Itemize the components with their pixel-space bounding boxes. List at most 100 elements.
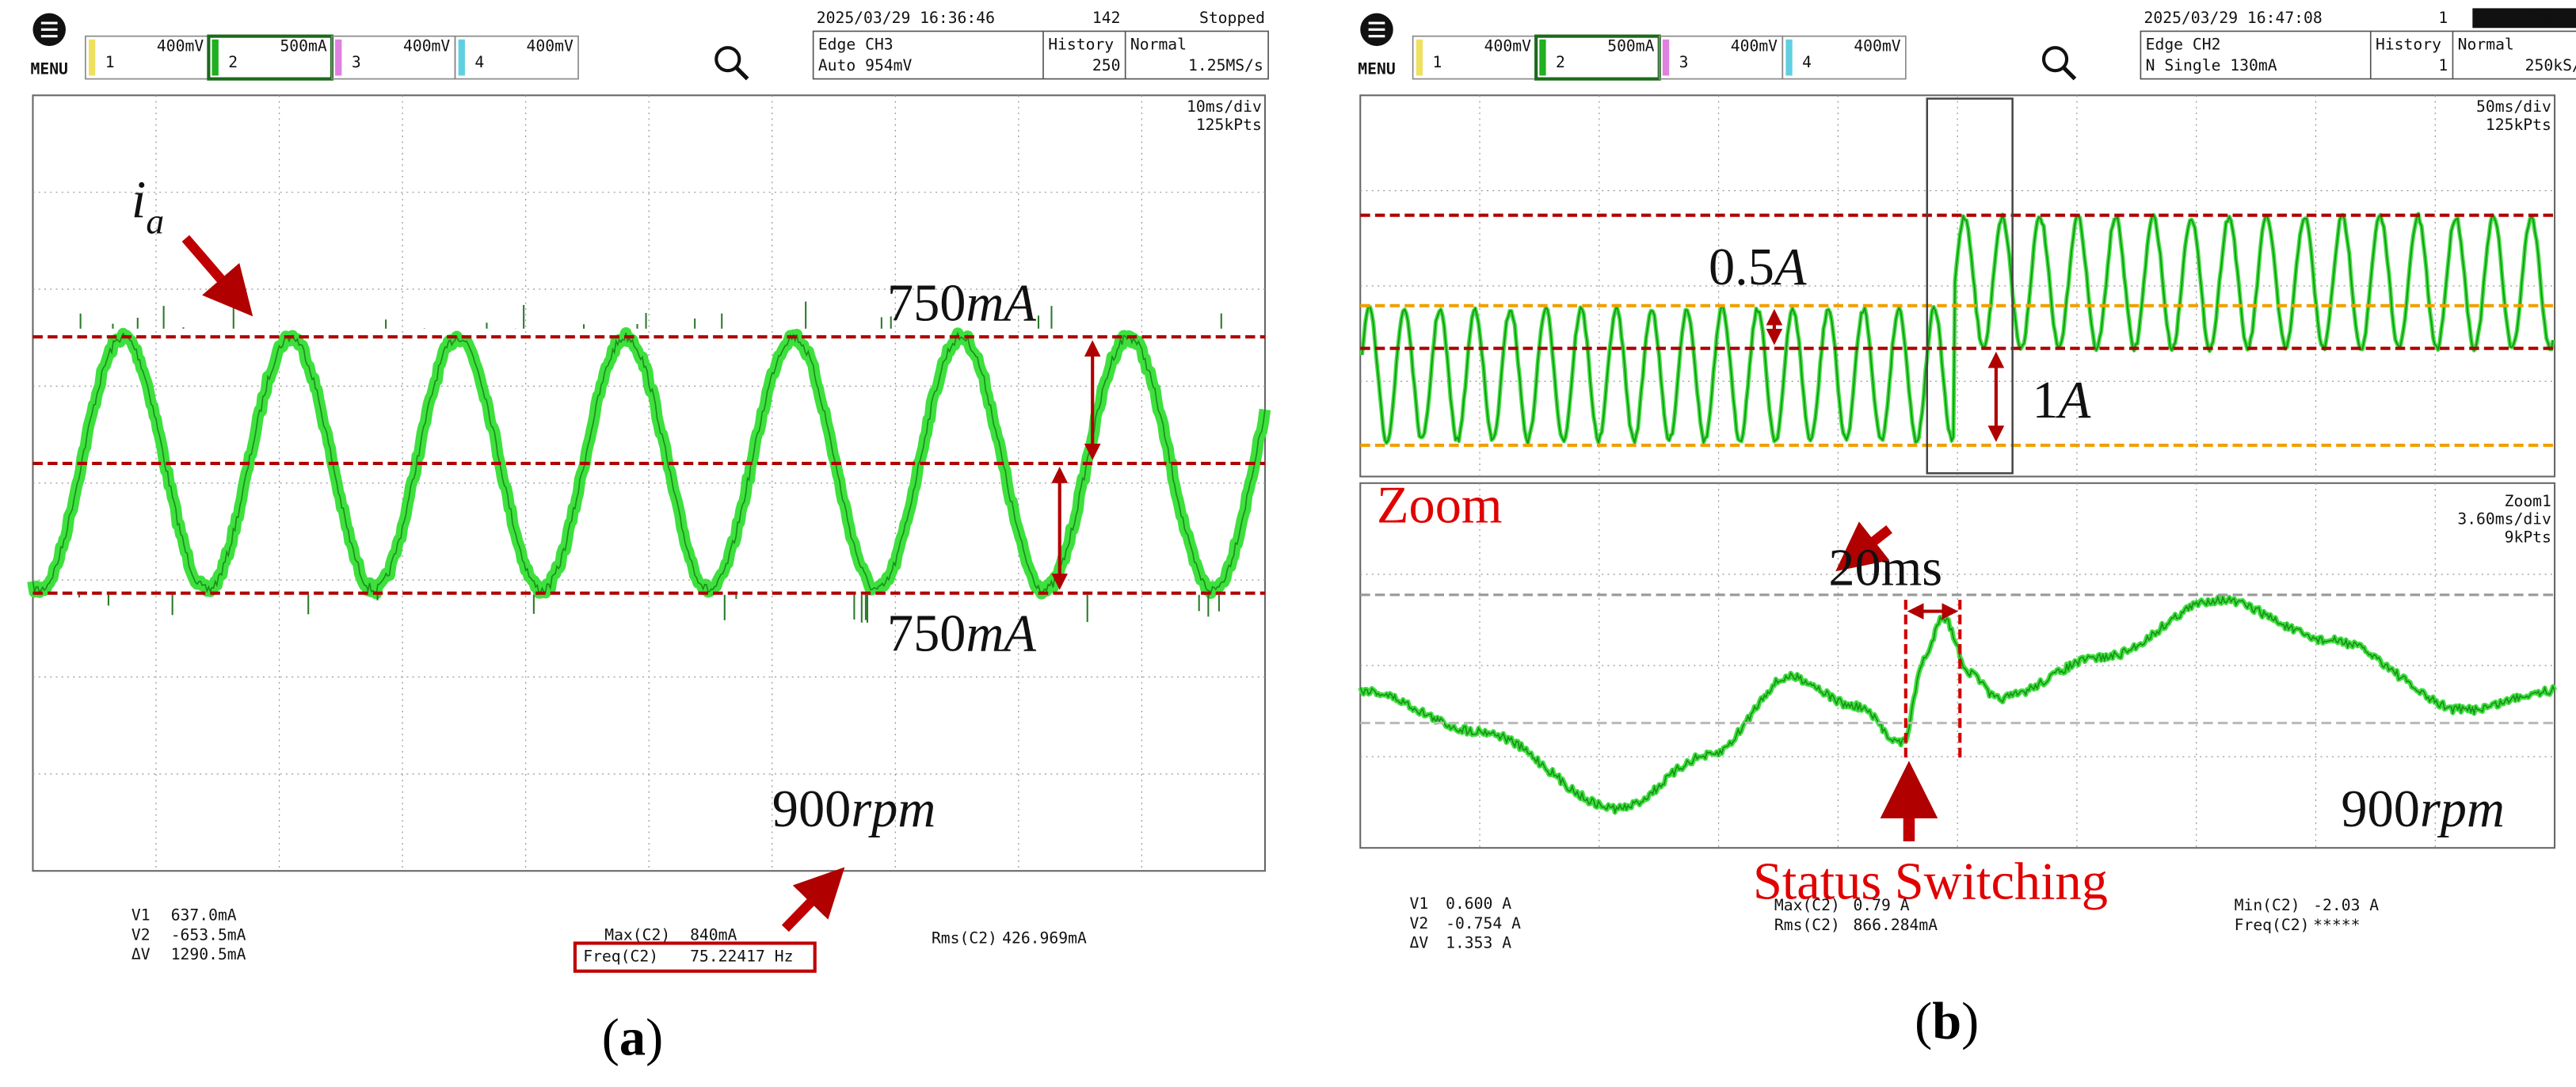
points: 125kPts [1196, 116, 1262, 134]
channel-scale: 400mV [157, 36, 204, 55]
history-label: History [2376, 35, 2441, 53]
number: 900 [2341, 780, 2420, 838]
channel-number: 3 [1679, 53, 1689, 71]
measurement-label: V2 [1409, 914, 1428, 933]
zoom-icon [2062, 66, 2077, 81]
info-box [812, 30, 1269, 80]
paren: ( [602, 1009, 619, 1067]
unit: rpm [851, 780, 936, 838]
measurement-label: V1 [131, 906, 151, 924]
paren: ) [646, 1009, 663, 1067]
symbol: i [131, 171, 146, 229]
waveform [1359, 594, 2555, 815]
measurement-label: V2 [131, 925, 151, 944]
channel-color [1785, 39, 1793, 76]
channel-number: 2 [1556, 53, 1565, 71]
measurement-value: 866.284mA [1853, 916, 1938, 934]
channel-scale: 400mV [1484, 36, 1531, 55]
label-backdrop [1689, 851, 2169, 911]
state-badge [2472, 8, 2576, 29]
number: 750 [887, 605, 966, 662]
channel-number: 3 [352, 53, 361, 71]
unit: mA [966, 274, 1036, 332]
measurement-value: 0.600 A [1446, 894, 1511, 913]
zoom-info: 3.60ms/div [2457, 510, 2551, 528]
measurement-value: 426.969mA [1002, 929, 1087, 947]
amplitude-label: 750mA [887, 605, 1036, 662]
sample-rate: 1.25MS/s [1188, 56, 1263, 74]
channel-box [454, 35, 579, 80]
channel-color [1662, 39, 1670, 76]
channel-number: 4 [474, 53, 484, 71]
timebase: 10ms/div [1187, 97, 1262, 116]
history-value: 250 [1092, 56, 1121, 74]
sample-rate: 250kS/s [2525, 56, 2576, 74]
history-label: History [1048, 35, 1114, 53]
speed-label: 900rpm [2341, 780, 2504, 838]
unit: A [2056, 372, 2091, 429]
measurement-label: Rms(C2) [1774, 916, 1840, 934]
measurement-label: V1 [1409, 894, 1428, 913]
trigger: Edge CH2 [2146, 35, 2221, 53]
measurement-label: Max(C2) [604, 925, 670, 944]
timebase: 50ms/div [2476, 97, 2551, 116]
channel-color [211, 39, 219, 76]
channel-number: 4 [1802, 53, 1812, 71]
channel-scale: 400mV [403, 36, 450, 55]
datetime: 2025/03/29 16:36:46 [817, 9, 995, 27]
acq-count: 1 [2438, 9, 2448, 27]
measurement-value: 0.79 A [1853, 896, 1909, 914]
measurement-value: -0.754 A [1446, 914, 1521, 933]
measurement-value: 840mA [690, 925, 737, 944]
arrow [781, 867, 845, 933]
measurement-value: 637.0mA [171, 906, 237, 924]
measurement-label: ΔV [131, 945, 151, 963]
channel-scale: 500mA [1607, 36, 1654, 55]
measurement-label: Freq(C2) [2235, 916, 2310, 934]
channel-scale: 400mV [527, 36, 574, 55]
offset-label: 1A [2033, 372, 2091, 429]
channel-scale: 400mV [1731, 36, 1778, 55]
channel-box [1781, 35, 1907, 80]
channel-scale: 500mA [280, 36, 326, 55]
mode: Normal [2458, 35, 2514, 53]
trigger-level: N Single 130mA [2146, 56, 2277, 74]
subscript: a [146, 201, 164, 242]
measurement-value: 1.353 A [1446, 934, 1511, 952]
channel-color [335, 39, 342, 76]
trigger-level: Auto 954mV [818, 56, 913, 74]
channel-number: 1 [1433, 53, 1442, 71]
unit: A [1771, 238, 1807, 296]
measurement-label: Max(C2) [1774, 896, 1840, 914]
number: 1 [2033, 372, 2059, 429]
waveform [1361, 212, 2554, 445]
caption: (b) [1915, 993, 1979, 1051]
menu-label: MENU [1358, 59, 1395, 78]
history-value: 1 [2438, 56, 2448, 74]
zoom-window [1926, 97, 2014, 475]
info-box [2140, 30, 2576, 80]
measurement-label: Rms(C2) [932, 929, 997, 947]
measurement-value: -2.03 A [2313, 896, 2379, 914]
letter: b [1932, 993, 1961, 1051]
channel-color [88, 39, 96, 76]
acq-state: Stopped [1199, 9, 1265, 27]
menu-label: MENU [31, 59, 68, 78]
measurement-value: -653.5mA [171, 925, 246, 944]
letter: a [619, 1009, 646, 1067]
channel-number: 2 [228, 53, 238, 71]
speed-label: 900rpm [772, 780, 936, 838]
interval-label: 20ms [1828, 539, 1942, 597]
mode: Normal [1130, 35, 1187, 53]
channel-color [1539, 39, 1546, 76]
datetime: 2025/03/29 16:47:08 [2144, 9, 2323, 27]
measurement-label: Freq(C2) [583, 947, 658, 965]
measurement-label: ΔV [1409, 934, 1428, 952]
measurement-value: 1290.5mA [171, 945, 246, 963]
zoom-icon [2041, 46, 2069, 73]
zoom-label: Zoom [1377, 477, 1503, 535]
amplitude-label: 750mA [887, 274, 1036, 332]
paren: ( [1915, 993, 1932, 1051]
measurement-value: ***** [2313, 916, 2360, 934]
